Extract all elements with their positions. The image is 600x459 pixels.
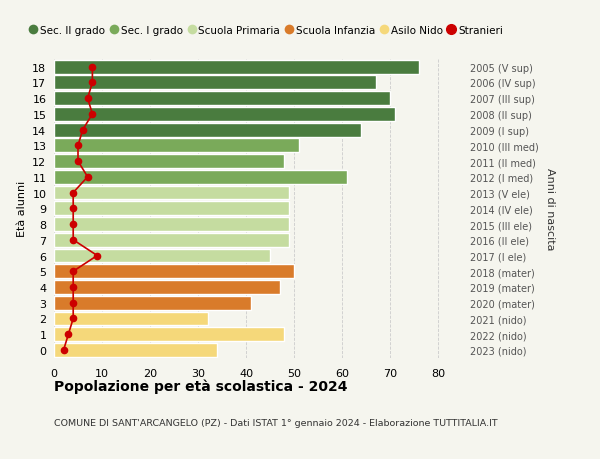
Bar (54, 202, 289, 216)
Y-axis label: Anni di nascita: Anni di nascita (545, 168, 555, 250)
Bar (54, 139, 299, 153)
Bar (54, 155, 284, 168)
Bar (54, 218, 289, 231)
Y-axis label: Età alunni: Età alunni (17, 181, 26, 237)
Bar (54, 76, 376, 90)
Bar (54, 343, 217, 357)
Bar (54, 186, 289, 200)
Bar (54, 108, 395, 122)
Text: Popolazione per età scolastica - 2024: Popolazione per età scolastica - 2024 (54, 379, 347, 393)
Bar (54, 328, 284, 341)
Bar (54, 265, 294, 279)
Bar (54, 123, 361, 137)
Bar (54, 280, 280, 294)
Bar (54, 249, 270, 263)
Bar (54, 61, 419, 74)
Bar (54, 233, 289, 247)
Bar (54, 312, 208, 326)
Bar (54, 171, 347, 185)
Legend: Sec. II grado, Sec. I grado, Scuola Primaria, Scuola Infanzia, Asilo Nido, Stran: Sec. II grado, Sec. I grado, Scuola Prim… (31, 26, 503, 36)
Bar (54, 296, 251, 310)
Text: COMUNE DI SANT'ARCANGELO (PZ) - Dati ISTAT 1° gennaio 2024 - Elaborazione TUTTIT: COMUNE DI SANT'ARCANGELO (PZ) - Dati IST… (54, 418, 497, 427)
Bar (54, 92, 390, 106)
